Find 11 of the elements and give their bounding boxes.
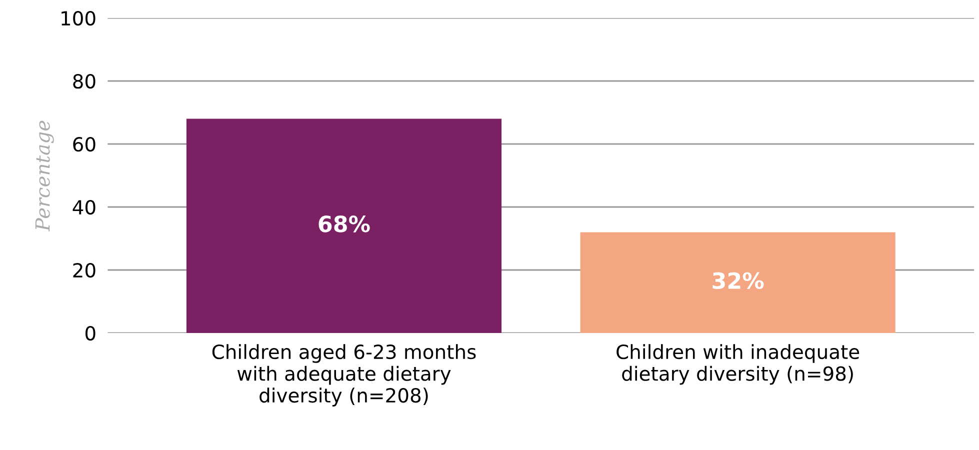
y-tick-label: 0 [85, 326, 96, 341]
y-tick-label: 60 [73, 136, 96, 152]
y-tick-label: 80 [73, 74, 96, 89]
y-axis-title: Percentage [35, 120, 54, 232]
data-label: 68% [318, 216, 370, 232]
y-tick-label: 40 [72, 200, 96, 215]
x-tick-label: Children with inadequate dietary diversity (n=98) [616, 344, 860, 385]
y-tick-label: 20 [73, 262, 96, 278]
data-label: 32% [712, 272, 764, 290]
x-tick-label: Children aged 6-23 months with adequate dietary diversity (n=208) [212, 344, 476, 406]
y-tick-label: 100 [62, 10, 96, 26]
